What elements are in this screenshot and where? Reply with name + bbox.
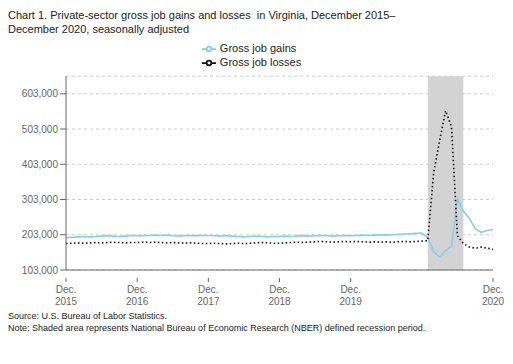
svg-text:Dec.2017: Dec.2017 (197, 284, 220, 306)
svg-text:Dec.2016: Dec.2016 (126, 284, 149, 306)
svg-text:403,000: 403,000 (22, 159, 59, 170)
html-text:Note: Shaded area represents N: Note: Shaded area represents National Bu… (8, 323, 426, 333)
svg-text:Dec.2018: Dec.2018 (268, 284, 291, 306)
svg-text:303,000: 303,000 (22, 194, 59, 205)
html-text:Gross job gains: Gross job gains (219, 42, 297, 54)
svg-text:103,000: 103,000 (22, 265, 59, 276)
svg-text:Dec.2020: Dec.2020 (482, 284, 505, 306)
svg-text:603,000: 603,000 (22, 88, 59, 99)
svg-text:Dec.2019: Dec.2019 (340, 284, 363, 306)
svg-text:503,000: 503,000 (22, 124, 59, 135)
svg-text:203,000: 203,000 (22, 229, 59, 240)
svg-text:Dec.2015: Dec.2015 (55, 284, 78, 306)
html-text:Chart 1. Private-sector gross: Chart 1. Private-sector gross job gains … (8, 9, 396, 35)
html-text:Source: U.S. Bureau of Labor S: Source: U.S. Bureau of Labor Statistics. (8, 311, 168, 321)
html-text:Gross job losses: Gross job losses (219, 56, 302, 69)
